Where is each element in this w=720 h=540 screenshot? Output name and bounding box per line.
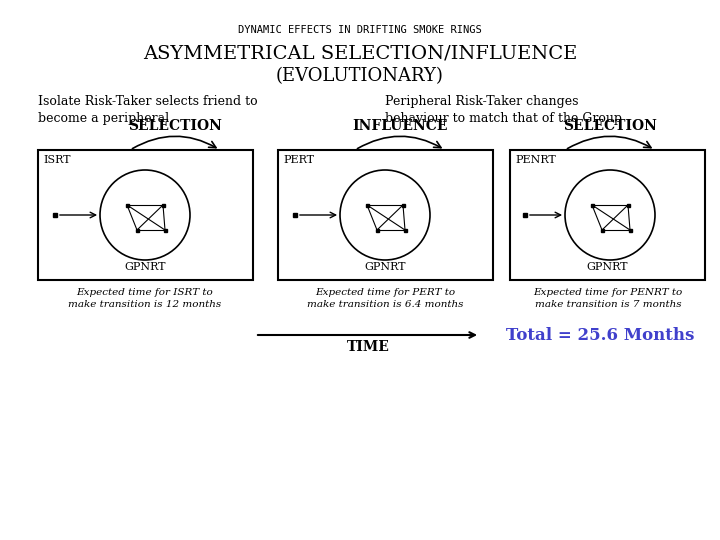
Bar [293,213,297,217]
Bar [376,228,379,232]
FancyArrowPatch shape [132,136,216,149]
Text: PENRT: PENRT [515,155,556,165]
Text: SELECTION: SELECTION [563,119,657,133]
Bar [135,228,138,232]
Text: GPNRT: GPNRT [365,262,406,272]
Text: Expected time for PERT to
make transition is 6.4 months: Expected time for PERT to make transitio… [307,288,463,309]
Bar [402,204,405,206]
Bar [125,204,128,206]
Text: TIME: TIME [346,340,390,354]
Text: ISRT: ISRT [43,155,71,165]
Text: PERT: PERT [283,155,314,165]
Bar [626,204,629,206]
Bar [510,150,705,280]
Text: DYNAMIC EFFECTS IN DRIFTING SMOKE RINGS: DYNAMIC EFFECTS IN DRIFTING SMOKE RINGS [238,25,482,35]
Text: Total = 25.6 Months: Total = 25.6 Months [506,327,694,343]
Text: Expected time for ISRT to
make transition is 12 months: Expected time for ISRT to make transitio… [68,288,222,309]
Text: INFLUENCE: INFLUENCE [352,119,448,133]
Bar [590,204,593,206]
Bar [629,228,631,232]
Bar [161,204,164,206]
Text: Isolate Risk-Taker selects friend to
become a peripheral: Isolate Risk-Taker selects friend to bec… [38,95,258,125]
Bar [163,228,166,232]
Text: ASYMMETRICAL SELECTION/INFLUENCE: ASYMMETRICAL SELECTION/INFLUENCE [143,44,577,62]
Text: SELECTION: SELECTION [128,119,222,133]
Text: Peripheral Risk-Taker changes
behaviour to match that of the Group: Peripheral Risk-Taker changes behaviour … [385,95,622,125]
FancyArrowPatch shape [357,136,441,149]
Bar [523,213,527,217]
Text: Expected time for PENRT to
make transition is 7 months: Expected time for PENRT to make transiti… [534,288,683,309]
Bar [600,228,603,232]
Text: (EVOLUTIONARY): (EVOLUTIONARY) [276,67,444,85]
Bar [403,228,407,232]
Bar [38,150,253,280]
Bar [278,150,493,280]
Text: GPNRT: GPNRT [125,262,166,272]
Bar [366,204,369,206]
Bar [53,213,57,217]
FancyArrowPatch shape [567,136,651,149]
Text: GPNRT: GPNRT [587,262,629,272]
